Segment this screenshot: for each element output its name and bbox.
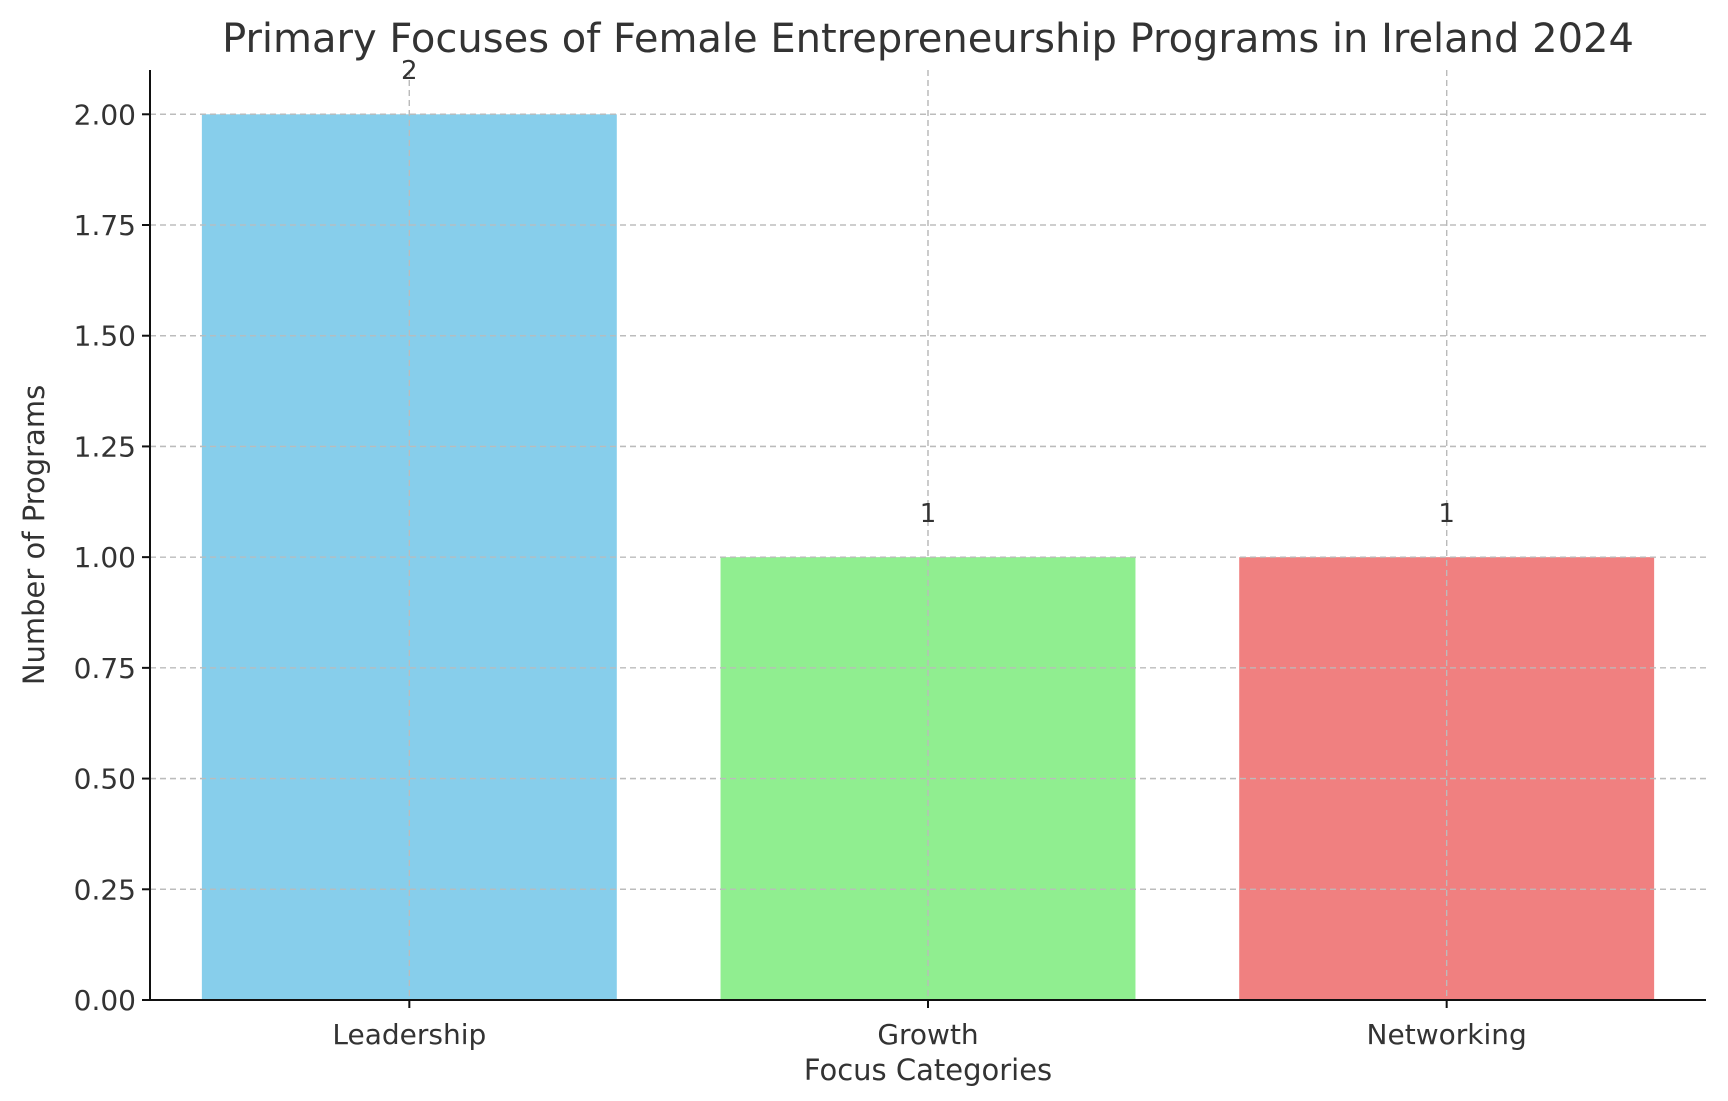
data-labels: 2 1 1 (401, 56, 1455, 529)
y-tick-label: 1.25 (74, 430, 136, 463)
chart-title: Primary Focuses of Female Entrepreneursh… (222, 16, 1634, 62)
x-axis-label: Focus Categories (804, 1053, 1052, 1087)
y-tick-label: 1.50 (74, 320, 136, 353)
data-label: 1 (920, 499, 937, 529)
y-tick-label: 0.50 (74, 763, 136, 796)
y-tick-label: 1.00 (74, 541, 136, 574)
data-label: 1 (1438, 499, 1455, 529)
y-tick-label: 2.00 (74, 98, 136, 131)
data-label: 2 (401, 56, 418, 86)
y-ticks: 0.00 0.25 0.50 0.75 1.00 1.25 1.50 1.75 2.00 (74, 98, 150, 1017)
y-tick-label: 0.00 (74, 984, 136, 1017)
x-tick-label: Leadership (332, 1018, 486, 1051)
y-tick-label: 0.25 (74, 873, 136, 906)
bars (150, 70, 1706, 1001)
x-tick-label: Growth (877, 1018, 978, 1051)
x-tick-label: Networking (1367, 1018, 1527, 1051)
x-ticks: Leadership Growth Networking (332, 1000, 1527, 1051)
y-tick-label: 0.75 (74, 652, 136, 685)
y-tick-label: 1.75 (74, 209, 136, 242)
y-axis-label: Number of Programs (17, 385, 51, 685)
